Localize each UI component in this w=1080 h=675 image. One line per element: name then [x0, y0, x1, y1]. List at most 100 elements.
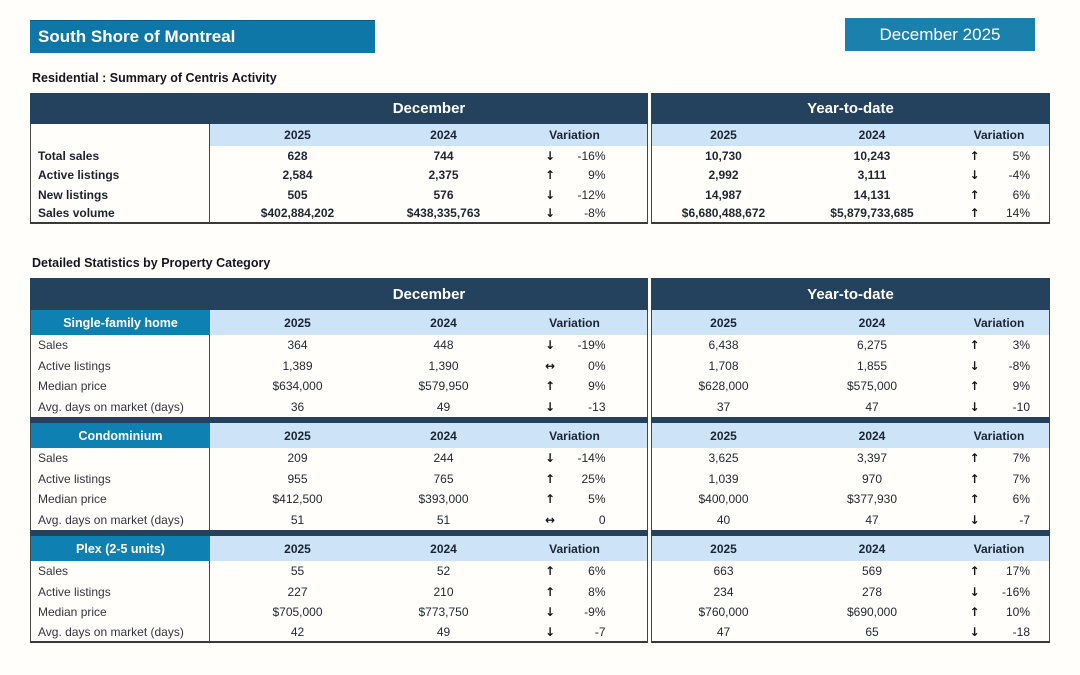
variation-value: 0%	[588, 358, 606, 373]
cell-ytd-2024: 47	[865, 399, 879, 414]
column-header-dec-variation: Variation	[502, 124, 648, 146]
cell-ytd-variation: ↑ 6%	[949, 185, 1050, 205]
column-header-row: 2025 2024 Variation 2025 2024 Variation	[30, 124, 1050, 146]
summary-heading: Residential : Summary of Centris Activit…	[32, 71, 277, 85]
cell-ytd-variation: ↓ -16%	[949, 581, 1050, 602]
table-row: Active listings 955 765 ↑ 25% 1,039 970 ↑ 7%	[30, 468, 1050, 489]
column-header-ytd-variation: Variation	[949, 310, 1050, 335]
trend-arrow-icon: ↓	[544, 187, 556, 202]
cell-dec-variation: ↓ -14%	[502, 448, 648, 469]
cell-dec-2024: $393,000	[418, 492, 469, 507]
category-label: Single-family home	[30, 310, 210, 335]
column-header-dec-2024: 2024	[385, 536, 502, 561]
cell-ytd-2024: 569	[861, 564, 883, 579]
cell-dec-2025: 227	[287, 584, 308, 599]
cell-dec-2025: $402,884,202	[210, 205, 385, 224]
column-header-dec-variation: Variation	[502, 310, 648, 335]
column-header-dec-2024: 2024	[385, 423, 502, 448]
cell-dec-2024: 51	[436, 512, 451, 527]
cell-dec-variation: ↓ -13	[502, 396, 648, 417]
variation-value: 25%	[581, 471, 606, 486]
column-group-december: December	[210, 278, 648, 310]
table-row: Avg. days on market (days) 51 51 ↔ 0 40 47 ↓ -7	[30, 509, 1050, 530]
cell-ytd-variation: ↑ 6%	[949, 489, 1050, 510]
row-label: Avg. days on market (days)	[30, 509, 210, 530]
cell-ytd-variation: ↓ -18	[949, 622, 1050, 643]
variation-value: -16%	[1001, 584, 1030, 599]
table-gap	[648, 448, 651, 469]
table-gap	[648, 146, 651, 166]
trend-arrow-icon: ↑	[544, 168, 556, 183]
cell-ytd-variation: ↑ 10%	[949, 602, 1050, 623]
table-gap	[648, 335, 651, 356]
trend-arrow-icon: ↓	[544, 148, 556, 163]
variation-value: 8%	[588, 584, 606, 599]
column-header-ytd-variation: Variation	[949, 536, 1050, 561]
cell-dec-2025: 1,389	[282, 358, 313, 373]
variation-value: 14%	[1005, 206, 1030, 221]
trend-arrow-icon: ↑	[969, 605, 980, 620]
row-label: Median price	[30, 489, 210, 510]
table-row: Active listings 227 210 ↑ 8% 234 278 ↓ -16%	[30, 581, 1050, 602]
cell-ytd-2025: 6,438	[651, 335, 795, 356]
variation-value: 7%	[1012, 471, 1030, 486]
variation-value: 5%	[1012, 148, 1030, 163]
table-row: Avg. days on market (days) 42 49 ↓ -7 47 65 ↓ -1…	[30, 622, 1050, 643]
variation-value: -10	[1012, 399, 1030, 414]
cell-ytd-variation: ↓ -8%	[949, 355, 1050, 376]
cell-dec-variation: ↑ 25%	[502, 468, 648, 489]
cell-ytd-2025: $628,000	[651, 376, 795, 397]
cell-ytd-2025: 47	[651, 622, 795, 643]
cell-ytd-2025: 37	[651, 396, 795, 417]
cell-dec-variation: ↓ -16%	[502, 146, 648, 166]
cell-ytd-2025: 40	[651, 509, 795, 530]
table-gap	[648, 423, 651, 448]
cell-dec-variation: ↓ -19%	[502, 335, 648, 356]
row-label: Avg. days on market (days)	[30, 622, 210, 643]
trend-arrow-icon: ↑	[969, 564, 980, 579]
variation-value: -12%	[577, 187, 606, 202]
table-gap	[648, 468, 651, 489]
cell-ytd-2024: $377,930	[846, 492, 898, 507]
group-header-row: December Year-to-date	[30, 93, 1050, 124]
table-row: Sales volume $402,884,202 $438,335,763 ↓ -8%…	[30, 204, 1050, 224]
column-header-dec-2024: 2024	[385, 310, 502, 335]
table-row: New listings 505 576 ↓ -12% 14,987 14,131 ↑ 6%	[30, 185, 1050, 205]
variation-value: -8%	[584, 206, 606, 221]
trend-arrow-icon: ↓	[544, 451, 556, 466]
cell-dec-2024: 52	[436, 564, 451, 579]
detailed-table: December Year-to-date Single-family home…	[30, 278, 1050, 643]
variation-value: -18	[1012, 624, 1030, 639]
cell-dec-2024: 1,390	[428, 358, 459, 373]
table-gap	[648, 355, 651, 376]
row-label: Sales	[30, 335, 210, 356]
cell-ytd-2024: 47	[865, 512, 879, 527]
row-label: Active listings	[30, 581, 210, 602]
cell-ytd-variation: ↓ -4%	[949, 165, 1050, 185]
separator-bar	[651, 417, 1050, 423]
variation-value: 9%	[588, 379, 606, 394]
cell-ytd-2024: 1,855	[856, 358, 888, 373]
variation-value: -8%	[1008, 358, 1030, 373]
variation-value: -9%	[584, 605, 606, 620]
cell-dec-variation: ↑ 9%	[502, 376, 648, 397]
header-blank-cell	[30, 93, 210, 124]
column-header-dec-variation: Variation	[502, 423, 648, 448]
trend-arrow-icon: ↓	[544, 338, 556, 353]
region-title: South Shore of Montreal	[30, 20, 375, 53]
cell-ytd-2025: 3,625	[651, 448, 795, 469]
row-label: Active listings	[30, 165, 210, 185]
cell-ytd-variation: ↑ 17%	[949, 561, 1050, 582]
table-gap	[648, 376, 651, 397]
table-row: Median price $634,000 $579,950 ↑ 9% $628,000 $…	[30, 376, 1050, 397]
variation-value: 17%	[1005, 564, 1030, 579]
cell-dec-2025: 209	[287, 451, 308, 466]
trend-arrow-icon: ↑	[544, 584, 556, 599]
trend-arrow-icon: ↓	[969, 512, 980, 527]
variation-value: 6%	[1012, 492, 1030, 507]
variation-value: -13	[588, 399, 606, 414]
trend-arrow-icon: ↓	[969, 168, 980, 183]
variation-value: 9%	[588, 168, 606, 183]
cell-dec-2024: 448	[433, 338, 454, 353]
column-header-dec-2025: 2025	[210, 536, 385, 561]
